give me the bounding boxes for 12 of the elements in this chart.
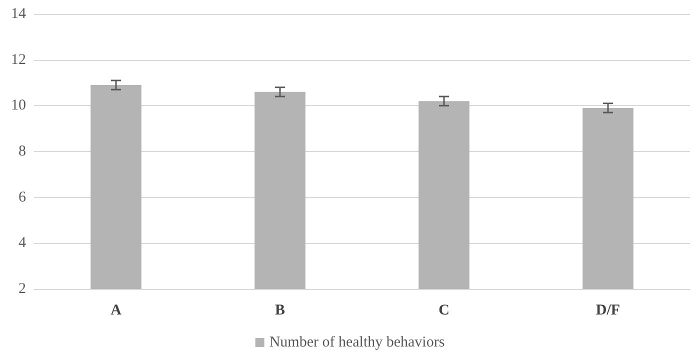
x-tick-label: B [274, 302, 286, 318]
y-tick-label: 2 [18, 281, 26, 297]
y-tick-label: 14 [11, 6, 26, 22]
x-tick-label: A [110, 302, 122, 318]
legend-label: Number of healthy behaviors [269, 334, 445, 350]
y-tick-label: 6 [18, 189, 26, 206]
y-tick-label: 12 [11, 52, 26, 68]
x-tick-label: D/F [596, 302, 620, 318]
y-tick-label: 4 [18, 235, 26, 252]
y-tick-label: 10 [11, 98, 26, 114]
y-tick-label: 8 [18, 144, 26, 160]
x-tick-label: C [438, 302, 450, 318]
